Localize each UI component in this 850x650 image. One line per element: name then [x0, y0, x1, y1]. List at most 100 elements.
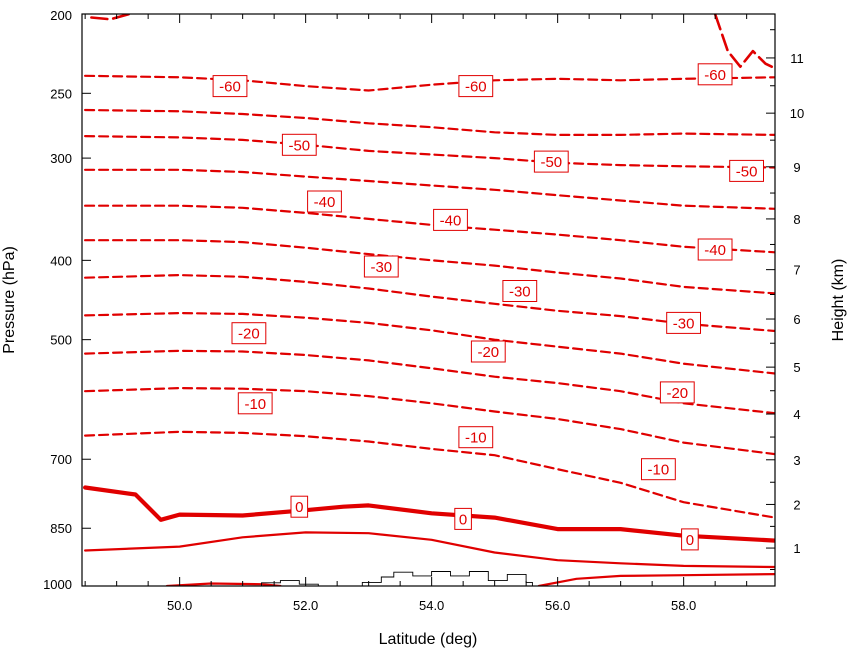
x-tick-label: 50.0 — [167, 598, 192, 613]
contour-label-16: -10 — [458, 426, 494, 449]
contour-label-text: 0 — [686, 532, 694, 549]
contour-line--40-4 — [84, 204, 775, 254]
contour-label-9: -30 — [363, 255, 399, 278]
y-tick-label: 250 — [50, 86, 72, 101]
contour-line--20-8 — [84, 349, 775, 415]
contour-lines — [83, 14, 775, 586]
contour-label-box — [307, 190, 342, 213]
contour-label-text: -40 — [704, 242, 726, 259]
contour-label-box — [729, 159, 765, 182]
terrain-profile — [261, 571, 533, 587]
contour-line--40-3 — [84, 168, 775, 210]
x-tick-label: 54.0 — [419, 598, 444, 613]
contour-line--20-7 — [84, 312, 775, 375]
x-tick-label: 58.0 — [671, 598, 696, 613]
contour-label-box — [470, 340, 506, 363]
contour-line--10-10 — [84, 430, 775, 519]
contour-label-box — [697, 63, 733, 86]
y2-tick-label: 8 — [793, 212, 800, 227]
contour-line-10-13 — [537, 573, 775, 586]
contour-line--60-16 — [90, 14, 131, 21]
contour-line--10-9 — [84, 387, 775, 456]
y2-axis-title: Height (km) — [830, 259, 847, 342]
contour-label-box — [281, 133, 317, 156]
contour-label-box — [502, 280, 538, 302]
contour-label-17: -10 — [641, 458, 676, 481]
contour-label-text: -30 — [673, 315, 695, 332]
y2-tick-label: 2 — [793, 497, 800, 512]
contour-label-box — [681, 528, 699, 551]
y2-tick-label: 7 — [793, 263, 800, 278]
contour-label-box — [458, 75, 494, 98]
y-tick-label: 700 — [50, 452, 72, 467]
y-tick-label: 200 — [50, 8, 72, 23]
contour-line-0-11 — [83, 485, 775, 543]
contour-label-box — [363, 255, 399, 278]
contour-label-12: -20 — [231, 322, 267, 345]
contour-label-text: 0 — [295, 499, 303, 516]
contour-label-text: -20 — [238, 326, 260, 343]
contour-label-text: -50 — [540, 154, 562, 171]
contour-line--60-0 — [84, 74, 775, 92]
contour-label-box — [641, 458, 676, 481]
x-tick-label: 56.0 — [545, 598, 570, 613]
contour-line--60-15 — [713, 14, 775, 70]
contour-label-15: -10 — [237, 392, 273, 415]
contour-label-text: -10 — [244, 396, 266, 413]
contour-label-2: -60 — [697, 63, 733, 86]
contour-line--50-1 — [84, 108, 775, 136]
contour-label-5: -50 — [729, 159, 765, 182]
contour-label-20: 0 — [681, 528, 699, 551]
contour-label-box — [659, 381, 695, 404]
contour-label-text: -30 — [509, 284, 531, 301]
contour-label-1: -60 — [458, 75, 494, 98]
contour-label-box — [231, 322, 267, 345]
contour-label-text: -60 — [704, 67, 726, 84]
contour-label-text: -50 — [288, 137, 310, 154]
contour-label-text: 0 — [459, 511, 467, 528]
contour-label-box — [666, 311, 702, 334]
contour-label-4: -50 — [533, 150, 569, 173]
x-tick-label: 52.0 — [293, 598, 318, 613]
contour-label-text: -40 — [440, 212, 462, 229]
y-tick-label: 400 — [50, 253, 72, 268]
contour-label-10: -30 — [502, 280, 538, 302]
x-axis-title: Latitude (deg) — [379, 631, 478, 648]
contour-label-0: -60 — [212, 75, 248, 98]
y-axis-title: Pressure (hPa) — [1, 246, 18, 354]
y2-tick-label: 6 — [793, 312, 800, 327]
contour-label-box — [697, 238, 733, 261]
contour-label-text: -20 — [666, 385, 688, 402]
contour-label-18: 0 — [290, 495, 309, 518]
contour-label-box — [454, 507, 472, 530]
y2-tick-label: 5 — [793, 360, 800, 375]
contour-label-6: -40 — [307, 190, 342, 213]
contour-line--30-5 — [84, 239, 775, 295]
contour-line-10-12 — [84, 531, 775, 569]
y2-tick-label: 11 — [790, 51, 804, 66]
contour-label-box — [433, 208, 468, 231]
contour-label-text: -40 — [314, 194, 336, 211]
contour-labels: -60 -60 -60 -50 -50 -50 -40 -40 -40 -30 -30 -30 -20 -… — [212, 63, 765, 551]
contour-label-text: -60 — [219, 79, 241, 96]
y2-tick-label: 9 — [793, 160, 800, 175]
contour-label-14: -20 — [659, 381, 695, 404]
y-tick-label: 1000 — [43, 577, 72, 592]
terrain-outline — [261, 571, 533, 587]
contour-label-box — [458, 426, 494, 449]
contour-label-text: -50 — [736, 163, 758, 180]
y-tick-label: 500 — [50, 333, 72, 348]
contour-line-20-14 — [165, 582, 282, 586]
contour-label-3: -50 — [281, 133, 317, 156]
y2-tick-label: 1 — [793, 541, 800, 556]
contour-label-13: -20 — [470, 340, 506, 363]
contour-label-text: -30 — [370, 259, 392, 276]
contour-label-text: -60 — [465, 79, 487, 96]
contour-label-text: -10 — [465, 430, 487, 447]
y2-tick-label: 3 — [793, 453, 800, 468]
y-tick-label: 850 — [50, 521, 72, 536]
contour-label-box — [212, 75, 248, 98]
axes: 50.0 52.0 54.0 56.0 58.020025030040050070085… — [43, 8, 804, 613]
plot-frame — [81, 13, 776, 587]
